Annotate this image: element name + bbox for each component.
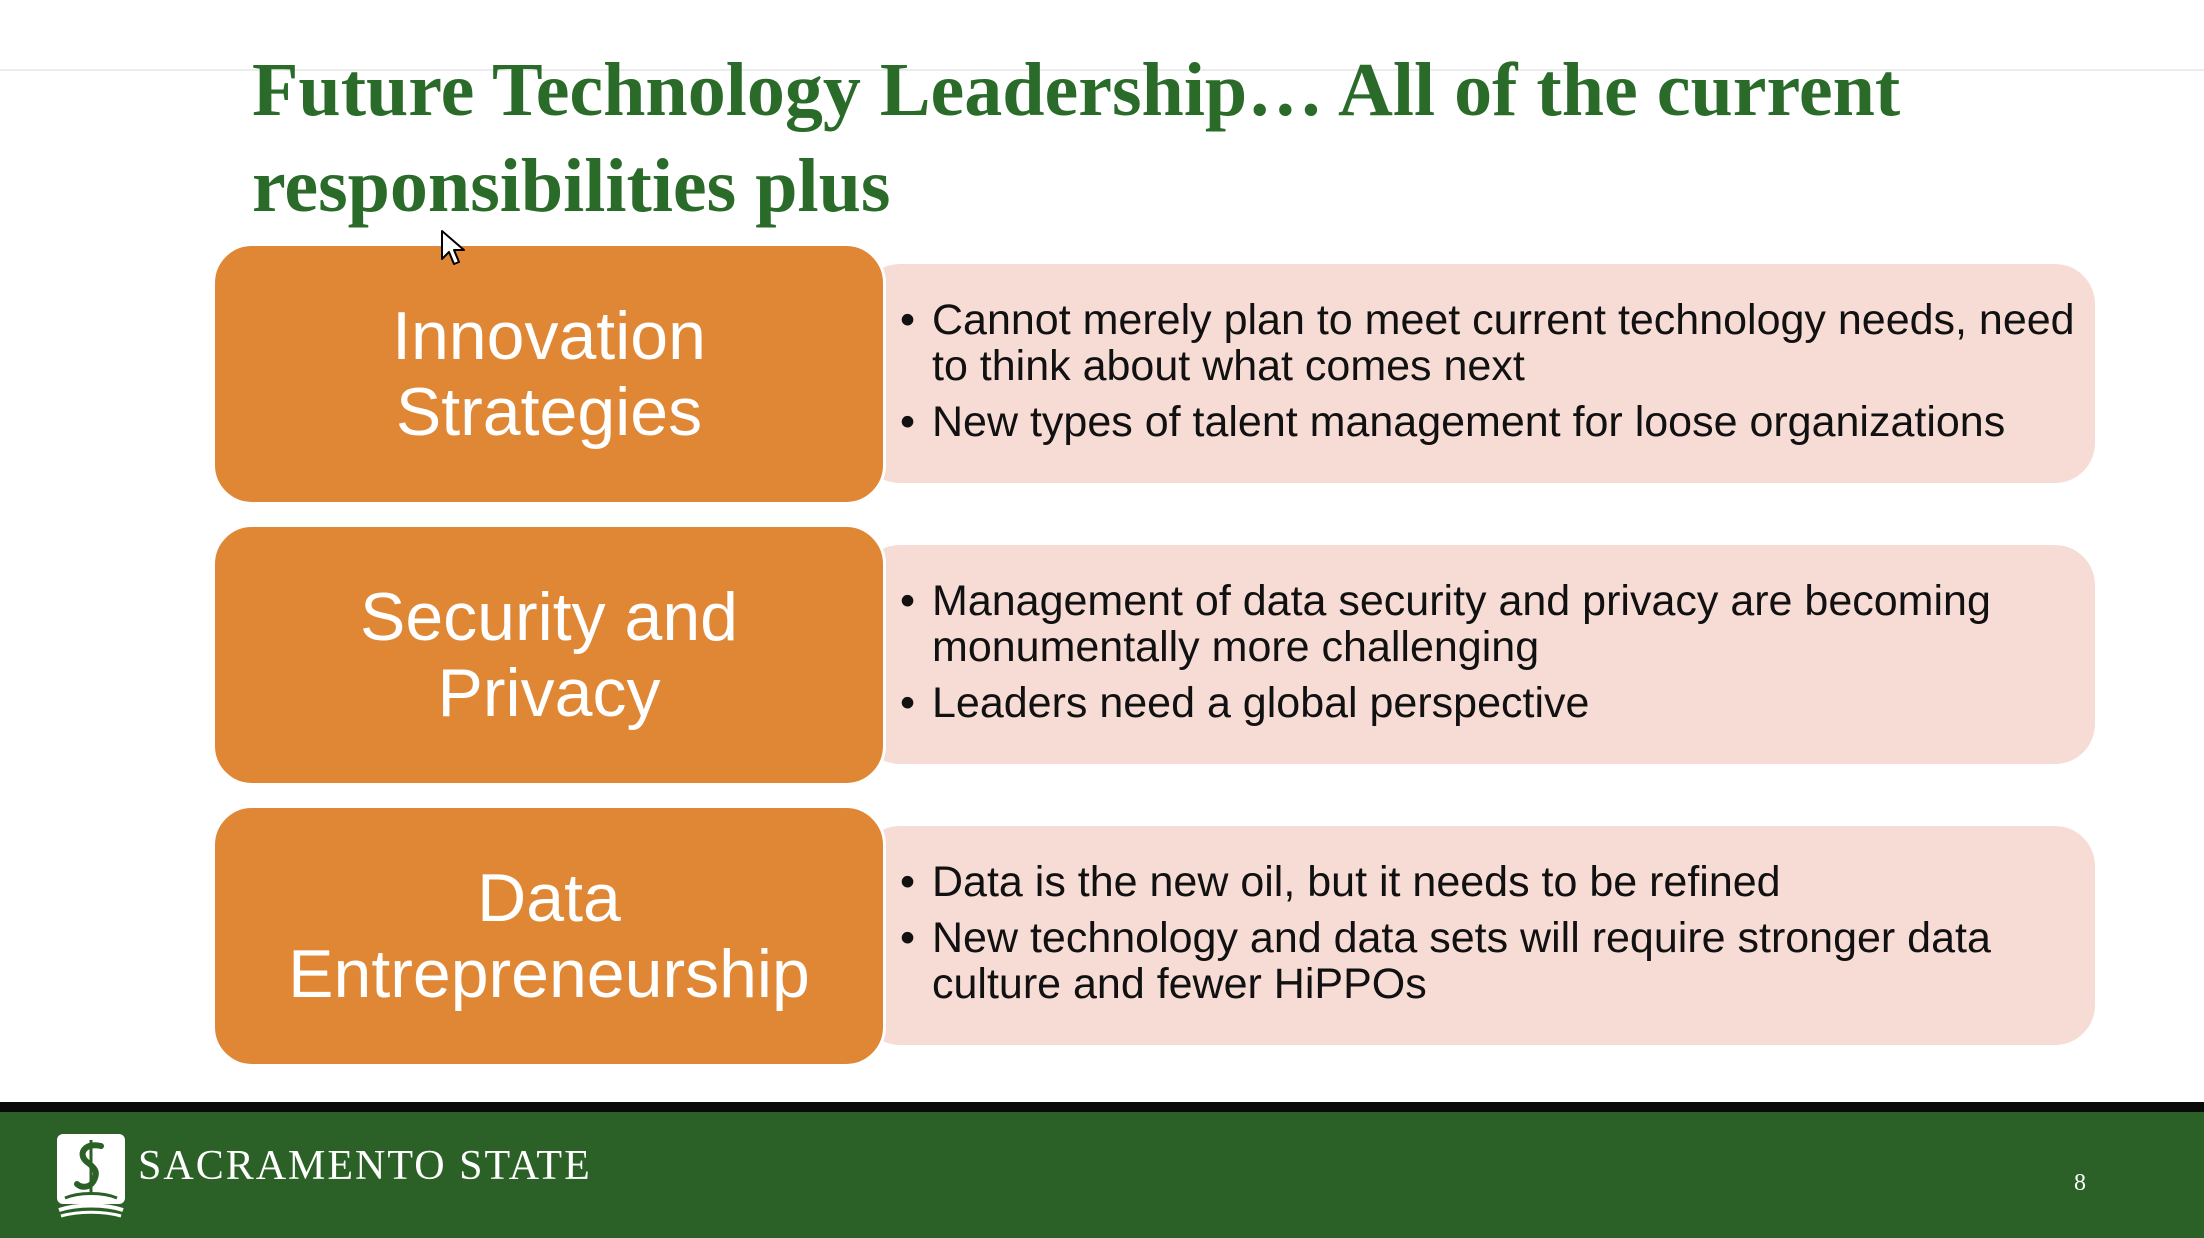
description-panel xyxy=(860,264,2095,483)
bullet-list: • Cannot merely plan to meet current tec… xyxy=(900,297,2080,455)
bullet-item: • Management of data security and privac… xyxy=(900,578,2080,670)
description-panel xyxy=(860,545,2095,764)
row-innovation-strategies: • Cannot merely plan to meet current tec… xyxy=(0,243,2204,505)
mouse-pointer-icon xyxy=(441,230,465,265)
page-number: 8 xyxy=(2074,1170,2086,1196)
footer: SACRAMENTO STATE 8 xyxy=(0,1112,2204,1238)
category-label: Innovation Strategies xyxy=(392,298,706,450)
bullet-text: Management of data security and privacy … xyxy=(932,577,1991,671)
sacramento-state-logo-icon xyxy=(57,1134,125,1218)
bullet-text: Cannot merely plan to meet current techn… xyxy=(932,296,2075,390)
bullet-list: • Management of data security and privac… xyxy=(900,578,2080,736)
brand-name: SACRAMENTO STATE xyxy=(138,1143,592,1189)
category-box: Security and Privacy xyxy=(212,524,886,786)
category-box: Data Entrepreneurship xyxy=(212,805,886,1067)
bullet-item: • New types of talent management for loo… xyxy=(900,399,2080,445)
bullet-dot: • xyxy=(900,858,916,906)
row-security-privacy: • Management of data security and privac… xyxy=(0,524,2204,786)
bullet-text: New technology and data sets will requir… xyxy=(932,914,1991,1008)
bullet-text: Data is the new oil, but it needs to be … xyxy=(932,858,1781,906)
bullet-dot: • xyxy=(900,577,916,625)
top-divider xyxy=(0,69,2204,71)
footer-divider xyxy=(0,1102,2204,1112)
description-panel xyxy=(860,826,2095,1045)
bullet-item: • Cannot merely plan to meet current tec… xyxy=(900,297,2080,389)
bullet-text: Leaders need a global perspective xyxy=(932,679,1590,727)
row-data-entrepreneurship: • Data is the new oil, but it needs to b… xyxy=(0,805,2204,1067)
category-label: Security and Privacy xyxy=(360,579,738,731)
bullet-list: • Data is the new oil, but it needs to b… xyxy=(900,859,2080,1017)
bullet-dot: • xyxy=(900,398,916,446)
bullet-item: • New technology and data sets will requ… xyxy=(900,915,2080,1007)
bullet-text: New types of talent management for loose… xyxy=(932,398,2006,446)
bullet-dot: • xyxy=(900,296,916,344)
bullet-item: • Data is the new oil, but it needs to b… xyxy=(900,859,2080,905)
bullet-dot: • xyxy=(900,914,916,962)
slide-title: Future Technology Leadership… All of the… xyxy=(252,48,1901,228)
bullet-item: • Leaders need a global perspective xyxy=(900,680,2080,726)
category-label: Data Entrepreneurship xyxy=(288,860,810,1012)
bullet-dot: • xyxy=(900,679,916,727)
category-box: Innovation Strategies xyxy=(212,243,886,505)
